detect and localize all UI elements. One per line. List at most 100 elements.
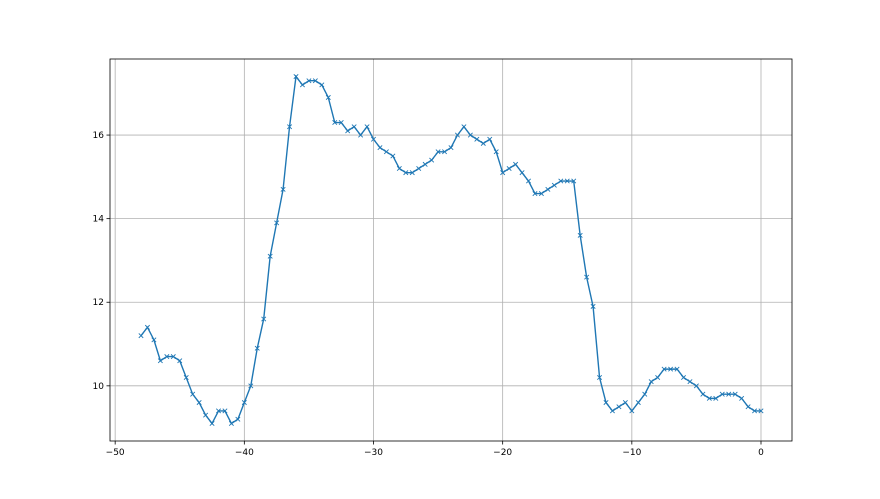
x-tick-label: −40 <box>235 448 254 458</box>
plot-frame <box>109 58 793 442</box>
data-point-marker <box>616 404 622 410</box>
data-point-marker <box>196 400 202 406</box>
data-point-marker <box>248 383 254 389</box>
data-point-marker <box>396 165 402 172</box>
data-point-marker <box>442 149 448 155</box>
data-point-marker <box>293 74 299 80</box>
data-point-marker <box>144 324 150 330</box>
data-point-marker <box>609 408 615 414</box>
data-point-marker <box>151 337 157 343</box>
data-point-marker <box>706 395 712 401</box>
data-point-marker <box>597 374 603 380</box>
y-tick-label: 14 <box>93 215 105 225</box>
data-point-marker <box>668 366 674 372</box>
data-point-marker <box>513 161 519 167</box>
x-tick-label: −50 <box>106 448 125 458</box>
data-point-marker <box>435 149 441 155</box>
data-point-marker <box>325 94 331 100</box>
data-point-marker <box>493 149 499 155</box>
data-point-marker <box>190 391 196 397</box>
data-point-marker <box>203 412 209 418</box>
data-point-marker <box>700 391 706 397</box>
data-point-marker <box>241 400 247 406</box>
data-point-marker <box>254 345 260 351</box>
y-axis: 10 12 14 16 <box>93 131 110 392</box>
data-point-marker <box>274 220 280 226</box>
data-point-marker <box>687 379 693 385</box>
data-point-marker <box>629 408 635 414</box>
data-point-marker <box>558 178 564 184</box>
data-point-marker <box>680 374 687 380</box>
data-point-marker <box>177 358 183 364</box>
data-point-marker <box>370 136 377 142</box>
x-tick-label: −10 <box>622 448 641 458</box>
y-tick-label: 10 <box>93 382 105 392</box>
data-point-marker <box>267 253 273 259</box>
data-point-marker <box>461 124 467 130</box>
data-point-marker <box>429 157 435 163</box>
data-point-marker <box>390 153 396 159</box>
data-point-marker <box>345 128 351 134</box>
data-point-marker <box>403 170 409 176</box>
data-point-marker <box>758 408 764 414</box>
data-point-marker <box>338 120 344 126</box>
data-point-marker <box>719 391 725 397</box>
data-point-marker <box>222 408 228 414</box>
x-tick-label: −30 <box>364 448 383 458</box>
grid <box>110 59 792 441</box>
data-point-marker <box>157 358 163 364</box>
data-point-marker <box>726 391 732 397</box>
data-point-marker <box>409 170 415 176</box>
x-tick-label: 0 <box>758 448 764 458</box>
data-point-marker <box>693 383 699 389</box>
data-point-marker <box>261 316 267 322</box>
data-point-marker <box>228 420 234 426</box>
data-point-marker <box>500 170 506 176</box>
data-point-marker <box>603 400 609 406</box>
data-point-marker <box>280 186 286 192</box>
data-point-marker <box>642 391 648 397</box>
data-point-marker <box>416 165 422 172</box>
data-point-marker <box>519 170 525 176</box>
data-point-marker <box>732 391 738 397</box>
data-point-marker <box>358 132 364 138</box>
data-point-marker <box>590 303 596 309</box>
data-point-marker <box>564 178 570 184</box>
data-point-marker <box>170 354 176 360</box>
data-point-marker <box>351 124 357 130</box>
data-point-marker <box>480 140 486 146</box>
data-point-marker <box>551 182 557 188</box>
data-point-marker <box>545 186 551 192</box>
data-point-marker <box>364 124 370 130</box>
series-line <box>138 74 764 426</box>
data-point-marker <box>752 408 758 414</box>
data-point-marker <box>383 149 389 155</box>
data-point-marker <box>215 408 222 414</box>
data-point-marker <box>635 400 641 406</box>
data-point-marker <box>287 124 293 130</box>
x-axis: −50 −40 −30 −20 −10 0 <box>106 441 764 458</box>
data-point-marker <box>655 374 661 380</box>
data-point-marker <box>577 232 583 238</box>
x-tick-label: −20 <box>493 448 512 458</box>
data-point-marker <box>571 178 577 184</box>
data-point-marker <box>138 333 144 339</box>
data-point-marker <box>532 191 538 197</box>
series-path <box>140 74 761 425</box>
data-point-marker <box>319 82 325 88</box>
y-tick-label: 16 <box>93 131 105 141</box>
data-point-marker <box>739 395 745 401</box>
data-point-marker <box>713 395 719 401</box>
data-point-marker <box>584 274 590 280</box>
data-point-marker <box>448 145 454 151</box>
data-point-marker <box>209 420 215 426</box>
data-point-marker <box>467 132 473 138</box>
data-point-marker <box>622 400 628 406</box>
data-point-marker <box>487 136 493 142</box>
data-point-marker <box>474 136 480 142</box>
data-point-marker <box>674 366 680 372</box>
data-point-marker <box>299 82 305 88</box>
y-tick-label: 12 <box>93 298 104 308</box>
data-point-marker <box>306 78 312 84</box>
data-point-marker <box>377 145 383 151</box>
